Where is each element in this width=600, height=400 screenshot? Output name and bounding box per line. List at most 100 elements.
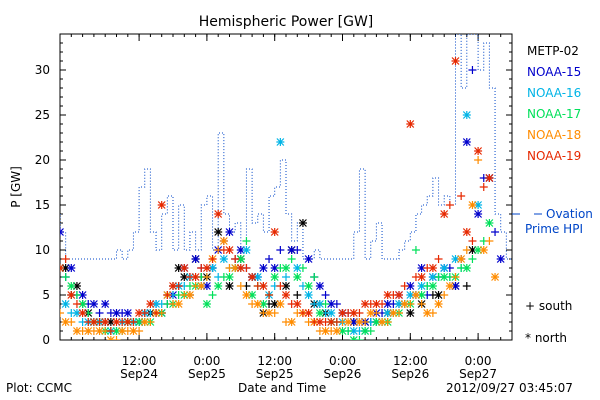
north-marker — [440, 210, 449, 218]
north-marker — [366, 309, 375, 317]
north-marker — [225, 246, 234, 254]
north-marker — [84, 327, 93, 335]
north-marker — [270, 273, 279, 281]
north-marker — [214, 228, 223, 236]
x-tick-time-label: 12:00 — [122, 354, 157, 368]
north-marker — [361, 300, 370, 308]
north-marker — [474, 246, 483, 254]
south-marker — [163, 291, 172, 299]
north-marker — [60, 264, 64, 272]
legend-entry: NOAA-17 — [527, 107, 581, 121]
north-marker — [457, 255, 466, 263]
north-marker — [191, 273, 200, 281]
north-marker — [89, 318, 98, 326]
x-tick-date-label: Sep26 — [391, 367, 429, 381]
x-tick-time-label: 12:00 — [257, 354, 292, 368]
north-marker — [315, 282, 324, 290]
north-marker — [112, 327, 121, 335]
north-marker — [361, 327, 370, 335]
south-marker — [242, 237, 251, 245]
north-marker — [259, 282, 268, 290]
x-tick-date-label: Sep26 — [324, 367, 362, 381]
south-marker — [474, 156, 483, 164]
south-marker — [276, 246, 285, 254]
north-marker — [180, 264, 189, 272]
north-marker — [61, 318, 70, 326]
north-marker — [298, 219, 307, 227]
y-tick-label: 0 — [42, 333, 50, 347]
south-marker — [451, 273, 460, 281]
y-tick-label: 15 — [35, 198, 50, 212]
south-marker — [434, 255, 443, 263]
north-marker — [445, 282, 454, 290]
north-marker — [253, 273, 262, 281]
south-marker-key: + south — [525, 299, 572, 313]
north-marker — [112, 309, 121, 317]
south-marker — [400, 282, 409, 290]
south-marker — [202, 273, 211, 281]
north-marker — [406, 309, 415, 317]
south-marker — [236, 282, 245, 290]
south-marker — [61, 273, 70, 281]
north-marker — [225, 282, 234, 290]
north-marker — [417, 282, 426, 290]
north-marker — [389, 309, 398, 317]
south-marker — [265, 291, 274, 299]
south-marker — [152, 309, 161, 317]
x-tick-time-label: 0:00 — [193, 354, 220, 368]
north-marker — [78, 291, 87, 299]
north-marker — [474, 201, 483, 209]
north-marker — [440, 264, 449, 272]
north-marker — [152, 300, 161, 308]
south-marker — [112, 336, 121, 340]
north-marker — [123, 318, 132, 326]
ovation-legend-label: Ovation — [546, 207, 593, 221]
south-marker — [457, 192, 466, 200]
x-tick-time-label: 0:00 — [465, 354, 492, 368]
north-marker — [304, 255, 313, 263]
x-axis-label: Date and Time — [238, 381, 327, 395]
north-marker — [67, 282, 76, 290]
north-marker — [248, 291, 257, 299]
north-marker — [496, 255, 505, 263]
north-marker — [202, 264, 211, 272]
north-marker — [242, 291, 251, 299]
south-marker — [298, 264, 307, 272]
north-marker — [236, 255, 245, 263]
north-marker — [242, 246, 251, 254]
south-marker — [355, 336, 364, 340]
south-marker — [440, 291, 449, 299]
north-marker — [270, 264, 279, 272]
north-marker — [67, 264, 76, 272]
north-marker — [282, 282, 290, 290]
north-marker — [428, 282, 437, 290]
north-marker — [78, 300, 87, 308]
north-marker — [315, 300, 324, 308]
north-marker — [123, 309, 132, 317]
north-marker — [135, 309, 144, 317]
north-marker — [72, 309, 81, 317]
north-marker — [327, 318, 336, 326]
north-marker — [355, 318, 364, 326]
north-marker — [451, 57, 460, 65]
north-marker — [440, 273, 449, 281]
north-marker — [349, 309, 358, 317]
north-marker — [293, 273, 302, 281]
north-marker — [248, 273, 257, 281]
north-marker — [338, 327, 347, 335]
south-marker — [462, 246, 471, 254]
north-marker — [202, 300, 211, 308]
north-marker-key: * north — [525, 331, 567, 345]
y-tick-label: 10 — [35, 243, 50, 257]
north-marker — [315, 309, 324, 317]
north-marker — [282, 291, 290, 299]
north-marker — [72, 327, 81, 335]
south-marker — [265, 255, 274, 263]
north-marker — [67, 291, 76, 299]
plot-credit: Plot: CCMC — [6, 381, 72, 395]
north-marker — [101, 300, 110, 308]
north-marker — [208, 264, 217, 272]
south-marker — [479, 183, 488, 191]
north-marker — [180, 273, 189, 281]
north-marker — [265, 309, 274, 317]
